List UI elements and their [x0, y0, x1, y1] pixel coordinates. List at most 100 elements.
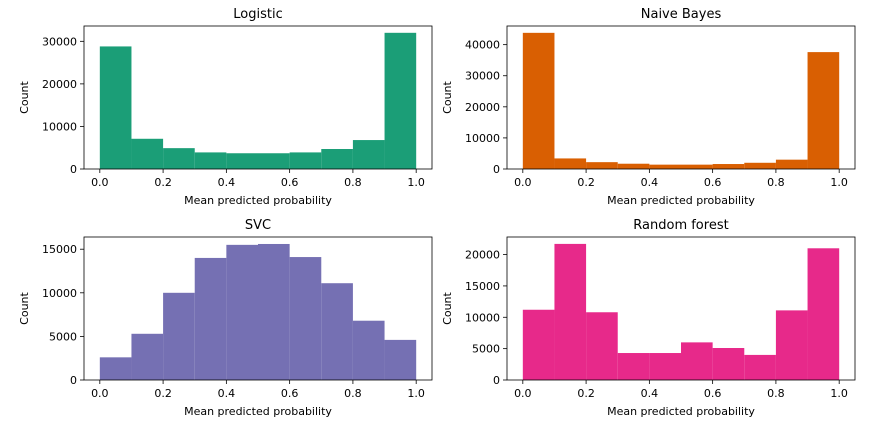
svc-ytick-label-3: 15000 [42, 243, 77, 256]
svc-xtick-label-0: 0.0 [91, 387, 109, 400]
svc-bar-3 [194, 257, 227, 380]
logistic-ytick-label-2: 20000 [42, 78, 77, 91]
logistic-xlabel: Mean predicted probability [184, 194, 332, 207]
svc-xlabel: Mean predicted probability [184, 405, 332, 418]
logistic-bar-8 [352, 140, 385, 169]
svc-bar-4 [226, 244, 258, 380]
naive-bayes-ytick-label-2: 20000 [465, 101, 500, 114]
svc-xtick-label-2: 0.4 [218, 387, 236, 400]
logistic-panel: 0.0 0.2 0.4 0.6 0.8 1.0 0 10000 20000 30000 Logist… [18, 7, 433, 207]
naive-bayes-bar-1 [554, 158, 587, 169]
svc-bar-5 [258, 243, 290, 380]
logistic-bar-4 [226, 153, 258, 169]
logistic-xtick-label-2: 0.4 [218, 176, 236, 189]
random-forest-bar-8 [775, 310, 808, 380]
svc-bar-1 [131, 333, 164, 380]
svc-ytick-label-2: 10000 [42, 287, 77, 300]
naive-bayes-xtick-label-3: 0.6 [704, 176, 722, 189]
naive-bayes-ytick-label-4: 40000 [465, 39, 500, 52]
svc-xtick-label-4: 0.8 [344, 387, 362, 400]
logistic-bar-1 [131, 138, 164, 169]
random-forest-bar-4 [649, 353, 681, 380]
naive-bayes-panel: 0.0 0.2 0.4 0.6 0.8 1.0 0 10000 20000 30000 40000 N… [441, 7, 856, 207]
random-forest-ytick-label-2: 10000 [465, 311, 500, 324]
naive-bayes-xtick-label-2: 0.4 [641, 176, 659, 189]
naive-bayes-xtick-label-5: 1.0 [830, 176, 848, 189]
svc-bar-2 [163, 292, 195, 380]
svc-bar-6 [289, 257, 322, 380]
logistic-xtick-label-1: 0.2 [154, 176, 172, 189]
naive-bayes-xtick-label-0: 0.0 [514, 176, 532, 189]
svc-ytick-label-0: 0 [70, 374, 77, 387]
naive-bayes-bar-0 [522, 32, 555, 170]
svc-ytick-label-1: 5000 [49, 330, 77, 343]
naive-bayes-bar-5 [681, 164, 713, 169]
logistic-bar-3 [194, 152, 227, 169]
naive-bayes-ytick-label-3: 30000 [465, 70, 500, 83]
naive-bayes-bar-2 [586, 162, 618, 169]
random-forest-xlabel: Mean predicted probability [607, 405, 755, 418]
logistic-xtick-label-0: 0.0 [91, 176, 109, 189]
random-forest-xtick-label-5: 1.0 [830, 387, 848, 400]
svc-bar-0 [99, 357, 132, 380]
logistic-xtick-label-3: 0.6 [281, 176, 299, 189]
random-forest-axes-frame [506, 236, 856, 381]
svc-axes-frame [83, 236, 433, 381]
random-forest-ylabel: Count [441, 291, 454, 324]
logistic-bar-9 [384, 32, 417, 170]
random-forest-bar-5 [681, 342, 713, 380]
random-forest-xtick-label-3: 0.6 [704, 387, 722, 400]
naive-bayes-bar-7 [744, 162, 776, 169]
svc-panel: 0.0 0.2 0.4 0.6 0.8 1.0 0 5000 10000 15000 SVC Mean… [18, 218, 433, 418]
random-forest-xtick-label-4: 0.8 [767, 387, 785, 400]
logistic-ylabel: Count [18, 80, 31, 113]
svc-title: SVC [245, 218, 271, 233]
naive-bayes-xtick-label-1: 0.2 [577, 176, 595, 189]
logistic-bar-6 [289, 152, 322, 169]
svc-xtick-label-5: 1.0 [407, 387, 425, 400]
random-forest-bar-0 [522, 309, 555, 380]
naive-bayes-bar-4 [649, 164, 681, 169]
random-forest-panel: 0.0 0.2 0.4 0.6 0.8 1.0 0 5000 10000 15000 20000 Ra… [441, 218, 856, 418]
logistic-ytick-label-0: 0 [70, 163, 77, 176]
svc-bar-8 [352, 320, 385, 380]
naive-bayes-bar-6 [712, 164, 745, 169]
naive-bayes-xlabel: Mean predicted probability [607, 194, 755, 207]
naive-bayes-ytick-label-1: 10000 [465, 132, 500, 145]
logistic-title: Logistic [233, 7, 282, 22]
svc-bar-9 [384, 339, 417, 380]
random-forest-xtick-label-2: 0.4 [641, 387, 659, 400]
random-forest-bar-7 [744, 354, 776, 380]
logistic-bar-0 [99, 46, 132, 169]
logistic-axes-frame [83, 25, 433, 170]
naive-bayes-bar-3 [617, 163, 650, 169]
svc-bar-7 [321, 283, 353, 380]
logistic-bar-5 [258, 153, 290, 169]
random-forest-bar-6 [712, 348, 745, 380]
random-forest-bar-2 [586, 312, 618, 380]
random-forest-bar-9 [807, 248, 840, 380]
logistic-bar-7 [321, 149, 353, 169]
svc-ylabel: Count [18, 291, 31, 324]
logistic-xtick-label-5: 1.0 [407, 176, 425, 189]
random-forest-ytick-label-3: 15000 [465, 280, 500, 293]
random-forest-bar-1 [554, 243, 587, 380]
naive-bayes-ylabel: Count [441, 80, 454, 113]
random-forest-xtick-label-0: 0.0 [514, 387, 532, 400]
random-forest-xtick-label-1: 0.2 [577, 387, 595, 400]
svc-xtick-label-3: 0.6 [281, 387, 299, 400]
logistic-xtick-label-4: 0.8 [344, 176, 362, 189]
naive-bayes-title: Naive Bayes [641, 7, 722, 22]
logistic-bar-2 [163, 148, 195, 169]
logistic-ytick-label-3: 30000 [42, 35, 77, 48]
random-forest-title: Random forest [633, 218, 728, 233]
naive-bayes-xtick-label-4: 0.8 [767, 176, 785, 189]
random-forest-bar-3 [617, 353, 650, 380]
svc-xtick-label-1: 0.2 [154, 387, 172, 400]
naive-bayes-axes-frame [506, 25, 856, 170]
logistic-ytick-label-1: 10000 [42, 120, 77, 133]
naive-bayes-bar-8 [775, 159, 808, 169]
random-forest-ytick-label-1: 5000 [472, 343, 500, 356]
naive-bayes-ytick-label-0: 0 [493, 163, 500, 176]
